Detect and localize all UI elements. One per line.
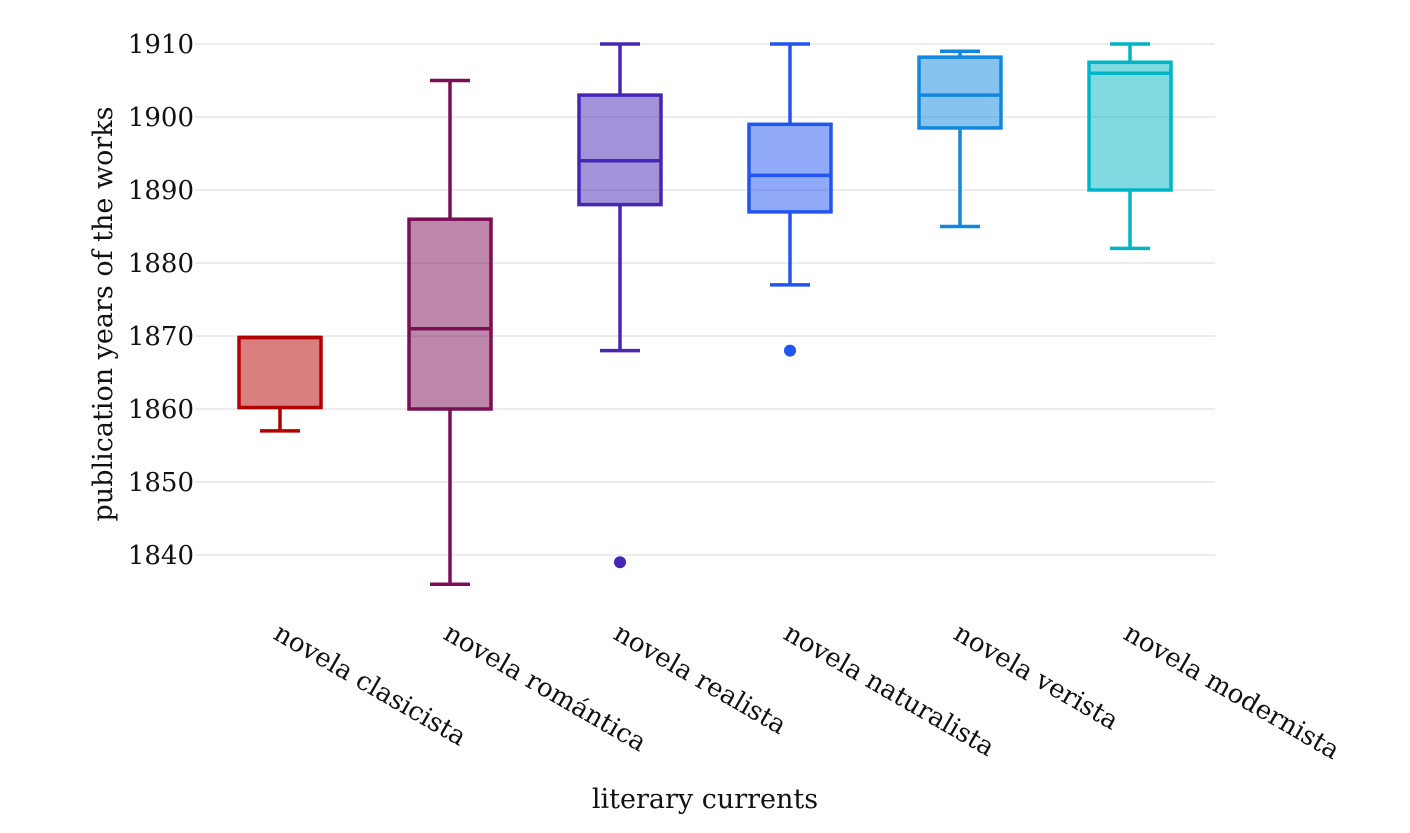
y-tick-label: 1870 bbox=[128, 322, 194, 352]
box-novela-naturalista bbox=[747, 42, 833, 357]
boxes bbox=[237, 42, 1173, 586]
y-tick-label: 1890 bbox=[128, 176, 194, 206]
grid-lines bbox=[195, 43, 1215, 556]
y-tick-label: 1900 bbox=[128, 103, 194, 133]
y-tick-label: 1880 bbox=[128, 249, 194, 279]
y-axis-title: publication years of the works bbox=[88, 107, 119, 522]
x-axis-title: literary currents bbox=[592, 784, 818, 815]
box-novela-romántica bbox=[407, 78, 493, 586]
iqr-box bbox=[917, 55, 1003, 130]
outlier-point bbox=[614, 556, 626, 569]
y-tick-label: 1860 bbox=[128, 395, 194, 425]
y-tick-label: 1910 bbox=[128, 30, 194, 60]
y-axis-ticks: 1840 1850 1860 1870 1880 1890 1900 1910 bbox=[128, 30, 194, 571]
y-tick-label: 1850 bbox=[128, 468, 194, 498]
x-tick-label: novela verista bbox=[949, 618, 1124, 736]
box-novela-verista bbox=[917, 49, 1003, 229]
iqr-box bbox=[577, 93, 663, 207]
iqr-box bbox=[747, 122, 833, 214]
box-novela-realista bbox=[577, 42, 663, 569]
outlier-point bbox=[784, 344, 796, 357]
box-novela-clasicista bbox=[237, 335, 323, 433]
iqr-box bbox=[1087, 60, 1173, 192]
iqr-box bbox=[237, 335, 323, 410]
x-tick-label: novela modernista bbox=[1119, 618, 1345, 766]
y-tick-label: 1840 bbox=[128, 541, 194, 571]
box-novela-modernista bbox=[1087, 42, 1173, 251]
iqr-box bbox=[407, 217, 493, 411]
